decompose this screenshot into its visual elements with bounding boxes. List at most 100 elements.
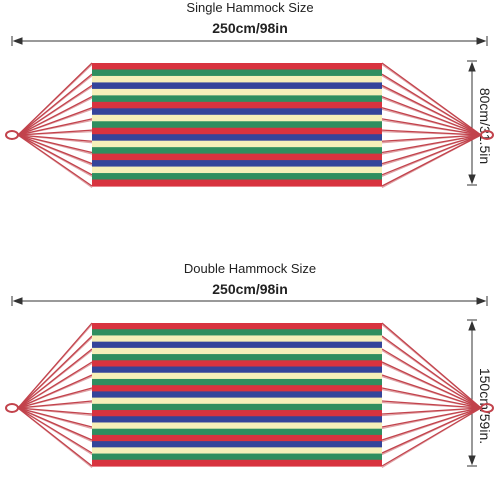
double-right-ring — [480, 403, 494, 413]
hammock-rope — [17, 407, 93, 417]
hammock-stripe — [92, 391, 382, 399]
single-left-ring — [5, 130, 19, 140]
hammock-rope — [17, 97, 93, 136]
hammock-rope — [381, 407, 482, 443]
hammock-rope — [17, 407, 93, 469]
hammock-stripe — [92, 121, 382, 129]
hammock-stripe — [92, 422, 382, 430]
hammock-stripe — [92, 134, 382, 142]
hammock-rope — [381, 108, 482, 136]
hammock-stripe — [92, 69, 382, 77]
single-width-dimension-line — [467, 60, 477, 186]
hammock-rope — [17, 337, 93, 409]
hammock-rope — [381, 134, 482, 177]
single-hammock-title: Single Hammock Size — [186, 0, 314, 15]
hammock-rope — [381, 401, 482, 409]
hammock-stripe — [92, 434, 382, 442]
hammock-stripe — [92, 173, 382, 181]
hammock-rope — [381, 134, 482, 189]
hammock-rope — [381, 119, 482, 136]
hammock-rope — [381, 324, 482, 409]
hammock-rope — [381, 407, 482, 469]
hammock-rope — [381, 134, 482, 155]
hammock-stripe — [92, 410, 382, 417]
hammock-stripe — [92, 354, 382, 361]
hammock-rope — [17, 134, 93, 155]
hammock-rope — [17, 75, 93, 136]
hammock-rope — [381, 336, 482, 409]
hammock-stripe — [92, 335, 382, 343]
single-hammock-ropes — [17, 62, 482, 189]
hammock-stripe — [92, 88, 382, 96]
hammock-stripe — [92, 441, 382, 448]
hammock-stripe — [92, 75, 382, 84]
double-width-dimension-line — [467, 319, 477, 467]
hammock-stripe — [92, 347, 382, 355]
hammock-stripe — [92, 397, 382, 405]
hammock-rope — [381, 130, 482, 136]
hammock-rope — [381, 349, 482, 409]
hammock-stripe — [92, 378, 382, 386]
hammock-rope — [381, 75, 482, 136]
hammock-rope — [381, 362, 482, 409]
hammock-stripe — [92, 179, 382, 187]
hammock-rope — [17, 407, 93, 443]
hammock-rope — [381, 134, 482, 166]
hammock-rope — [17, 134, 93, 144]
hammock-stripe — [92, 403, 382, 411]
hammock-stripe — [92, 459, 382, 467]
single-hammock-bed — [92, 63, 382, 187]
hammock-stripe — [92, 366, 382, 374]
hammock-stripe — [92, 127, 382, 135]
hammock-stripe — [92, 63, 382, 71]
hammock-stripe — [92, 147, 382, 155]
double-length-label: 250cm/98in — [212, 281, 288, 297]
hammock-stripe — [92, 329, 382, 337]
hammock-stripe — [92, 453, 382, 461]
double-hammock-bed — [92, 323, 382, 467]
hammock-stripe — [92, 153, 382, 161]
hammock-rope — [381, 134, 482, 144]
hammock-rope — [17, 130, 93, 136]
hammock-rope — [381, 407, 482, 456]
hammock-stripe — [92, 108, 382, 116]
hammock-rope — [381, 86, 482, 136]
hammock-stripe — [92, 140, 382, 148]
hammock-stripe — [92, 428, 382, 436]
hammock-stripe — [92, 447, 382, 455]
hammock-rope — [17, 64, 93, 136]
hammock-rope — [17, 401, 93, 409]
double-hammock-ropes — [17, 322, 482, 469]
hammock-stripe — [92, 82, 382, 90]
hammock-rope — [381, 63, 482, 136]
double-length-dimension-line — [11, 296, 488, 306]
hammock-rope — [17, 362, 93, 409]
hammock-stripe — [92, 341, 382, 349]
hammock-rope — [381, 375, 482, 409]
hammock-stripe — [92, 101, 382, 109]
single-length-label: 250cm/98in — [212, 20, 288, 36]
hammock-stripe — [92, 95, 382, 103]
hammock-stripe — [92, 323, 382, 330]
hammock-rope — [17, 86, 93, 136]
hammock-stripe — [92, 166, 382, 174]
hammock-rope — [381, 97, 482, 136]
hammock-stripe — [92, 114, 382, 122]
hammock-rope — [381, 388, 482, 409]
hammock-rope — [381, 407, 482, 417]
double-left-ring — [5, 403, 19, 413]
hammock-rope — [17, 108, 93, 136]
hammock-rope — [17, 388, 93, 409]
hammock-rope — [17, 134, 93, 189]
hammock-rope — [17, 134, 93, 177]
hammock-stripe — [92, 160, 382, 168]
single-length-dimension-line — [11, 36, 488, 46]
hammock-stripe — [92, 416, 382, 424]
double-hammock-title: Double Hammock Size — [183, 261, 317, 276]
hammock-rope — [17, 375, 93, 409]
hammock-rope — [17, 407, 93, 456]
single-right-ring — [480, 130, 494, 140]
hammock-rope — [381, 407, 482, 430]
hammock-rope — [17, 324, 93, 409]
